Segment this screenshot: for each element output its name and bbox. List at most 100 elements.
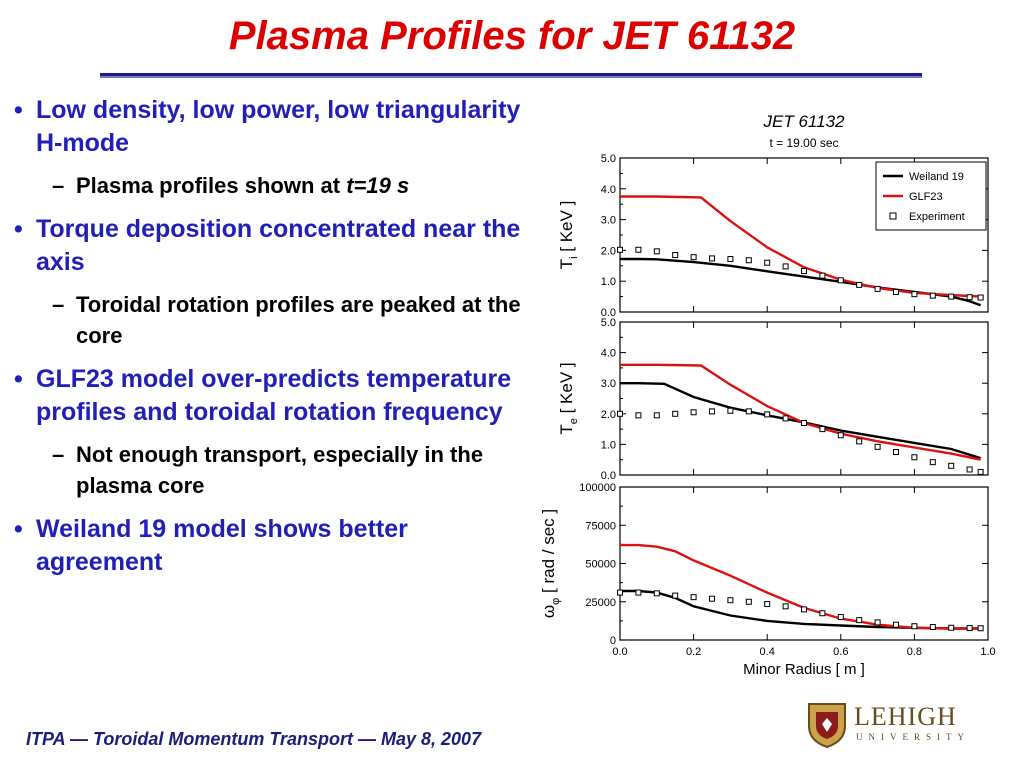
sub-bullet-emphasis: t=19 s (346, 173, 410, 198)
data-point-experiment (801, 606, 807, 613)
y-tick-label: 5.0 (601, 317, 616, 329)
bullet-text: Low density, low power, low triangularit… (36, 96, 521, 157)
data-point-experiment (617, 589, 623, 596)
y-axis-label: ωφ [ rad / sec ] (539, 509, 562, 618)
bullet-list: • Low density, low power, low triangulari… (14, 94, 524, 589)
data-point-experiment (653, 412, 660, 419)
data-point-experiment (727, 256, 734, 263)
legend-label: GLF23 (909, 191, 943, 203)
data-point-experiment (819, 426, 826, 433)
sub-bullet-text: Not enough transport, especially in the … (76, 442, 484, 498)
data-point-experiment (782, 263, 789, 270)
data-point-experiment (837, 614, 844, 621)
data-point-experiment (672, 592, 679, 599)
data-point-experiment (617, 246, 623, 253)
data-point-experiment (837, 432, 844, 439)
sub-bullet-item: – Not enough transport, especially in the… (14, 439, 524, 501)
profiles-chart: JET 61132 t = 19.00 sec 0.0 1.0 2.0 3.0 4.0 5.0… (539, 112, 996, 678)
data-point-experiment (801, 419, 807, 426)
data-point-experiment (874, 285, 881, 292)
y-tick-label: 0 (610, 635, 616, 647)
data-point-experiment (893, 449, 899, 456)
legend-label: Experiment (909, 211, 965, 223)
dash-icon: – (52, 173, 65, 198)
legend-label: Weiland 19 (909, 171, 964, 183)
data-point-experiment (837, 277, 844, 284)
data-point-experiment (745, 408, 752, 415)
y-tick-label: 1.0 (601, 276, 616, 288)
data-point-experiment (745, 257, 752, 264)
bullet-dot-icon: • (14, 96, 23, 124)
data-point-experiment (948, 293, 955, 300)
data-point-experiment (672, 410, 679, 417)
y-tick-label: 2.0 (601, 245, 616, 257)
y-tick-label: 75000 (585, 520, 616, 532)
bullet-item: • Low density, low power, low triangulari… (14, 94, 524, 160)
chart-title: JET 61132 (763, 112, 846, 131)
bullet-item: • Weiland 19 model shows better agreement (14, 513, 524, 579)
data-point-experiment (617, 410, 623, 417)
y-tick-label: 0.0 (601, 307, 616, 319)
data-point-experiment (893, 288, 899, 295)
y-tick-label: 100000 (579, 482, 616, 494)
x-tick-label: 0.2 (686, 646, 701, 658)
logo-subtitle: UNIVERSITY (856, 732, 970, 742)
y-tick-label: 5.0 (601, 153, 616, 165)
legend-marker (889, 212, 897, 220)
y-tick-label: 4.0 (601, 348, 616, 360)
x-axis-label: Minor Radius [ m ] (743, 661, 865, 678)
data-point-experiment (764, 411, 771, 418)
data-point-experiment (874, 443, 881, 450)
data-point-experiment (911, 291, 918, 298)
data-point-experiment (874, 619, 881, 626)
plot-frame (619, 486, 989, 641)
data-point-experiment (653, 590, 660, 597)
x-tick-label: 0.8 (907, 646, 922, 658)
data-point-experiment (709, 595, 715, 602)
footer-text: ITPA — Toroidal Momentum Transport — May… (26, 729, 482, 749)
y-tick-label: 3.0 (601, 378, 616, 390)
y-axis-label: Ti [ KeV ] (557, 201, 580, 270)
bullet-dot-icon: • (14, 515, 23, 543)
bullet-item: • GLF23 model over-predicts temperature p… (14, 363, 524, 429)
data-point-experiment (727, 407, 734, 414)
slide-title: Plasma Profiles for JET 61132 (228, 14, 796, 58)
dash-icon: – (52, 442, 65, 467)
data-point-experiment (764, 259, 771, 266)
data-point-experiment (709, 408, 715, 415)
x-tick-label: 0.4 (760, 646, 775, 658)
data-point-experiment (727, 597, 734, 604)
y-tick-label: 3.0 (601, 215, 616, 227)
data-point-experiment (929, 623, 936, 630)
data-point-experiment (672, 252, 679, 259)
data-point-experiment (929, 459, 936, 466)
data-point-experiment (782, 603, 789, 610)
data-point-experiment (690, 594, 697, 601)
data-point-experiment (745, 598, 752, 605)
title-rule (100, 73, 922, 78)
data-point-experiment (764, 601, 771, 608)
data-point-experiment (977, 294, 984, 301)
chart-subtitle: t = 19.00 sec (769, 136, 838, 150)
plot-frame (619, 321, 989, 476)
data-point-experiment (819, 272, 826, 279)
y-axis-label: Te [ KeV ] (557, 362, 580, 434)
sub-bullet-text: Plasma profiles shown at (76, 173, 347, 198)
bullet-item: • Torque deposition concentrated near the… (14, 213, 524, 279)
lehigh-logo: LEHIGH UNIVERSITY (806, 700, 976, 750)
data-point-experiment (948, 462, 955, 469)
bullet-dot-icon: • (14, 365, 23, 393)
bullet-text: Weiland 19 model shows better agreement (36, 515, 408, 576)
y-tick-label: 50000 (585, 559, 616, 571)
data-point-experiment (966, 625, 973, 632)
y-tick-label: 25000 (585, 597, 616, 609)
sub-bullet-item: – Plasma profiles shown at t=19 s (14, 170, 524, 201)
logo-name: LEHIGH (854, 702, 957, 731)
data-point-experiment (977, 625, 984, 632)
data-point-experiment (653, 248, 660, 255)
data-point-experiment (966, 294, 973, 301)
data-point-experiment (635, 412, 642, 419)
bullet-dot-icon: • (14, 215, 23, 243)
data-point-experiment (635, 589, 642, 596)
data-point-experiment (690, 409, 697, 416)
